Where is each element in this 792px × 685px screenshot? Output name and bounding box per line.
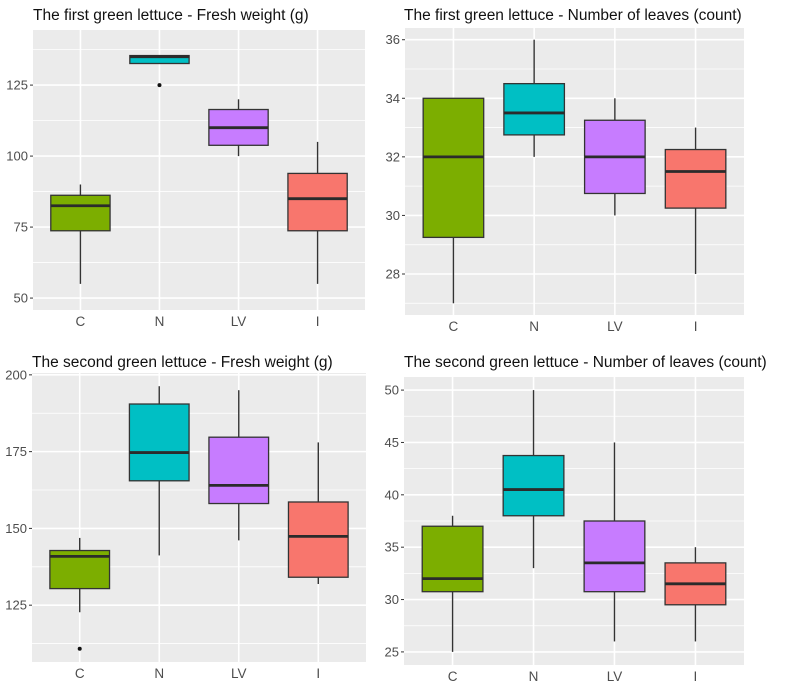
- panel-1-y-tick-label: 50: [14, 291, 28, 306]
- panel-4-box-N: [502, 454, 565, 517]
- panel-1-y-tick-label: 125: [6, 78, 28, 93]
- panel-3-outlier-C: [77, 646, 82, 651]
- panel-3-x-tick-label-N: N: [154, 666, 164, 681]
- panel-2-y-tick-label: 34: [386, 91, 400, 106]
- panel-1-plot-background: [33, 30, 365, 310]
- panel-2-box-I: [664, 148, 727, 209]
- panel-1-x-tick-label-LV: LV: [231, 314, 247, 329]
- panel-4-y-tick-label: 35: [385, 540, 399, 555]
- panel-3-y-tick-label: 150: [5, 521, 27, 536]
- panel-2-y-tick-label: 30: [386, 208, 400, 223]
- panel-4-x-tick-label-N: N: [529, 669, 539, 684]
- panel-4-x-tick-label-I: I: [694, 669, 698, 684]
- panel-1-outlier-N: [157, 83, 162, 88]
- panel-1-x-tick-label-C: C: [76, 314, 86, 329]
- panel-4-box-LV: [583, 520, 646, 593]
- panel-4-y-tick-label: 45: [385, 435, 399, 450]
- panel-4-y-tick-label: 25: [385, 644, 399, 659]
- panel-2-y-tick-label: 36: [386, 32, 400, 47]
- panel-3-box-N: [128, 403, 190, 482]
- panel-1-title: The first green lettuce - Fresh weight (…: [33, 7, 309, 24]
- panel-3-box-I: [287, 501, 349, 578]
- panel-1-x-tick-label-I: I: [316, 314, 320, 329]
- panel-3-y-tick-label: 125: [5, 598, 27, 613]
- panel-1-box-C: [50, 194, 111, 232]
- panel-2-x-tick-label-N: N: [529, 319, 539, 334]
- panel-4-box-C: [421, 525, 484, 593]
- panel-2-y-tick-label: 32: [386, 149, 400, 164]
- panel-1-x-tick-label-N: N: [155, 314, 165, 329]
- panel-4-y-tick-label: 30: [385, 592, 399, 607]
- panel-2-box-C: [422, 97, 485, 239]
- panel-3-title: The second green lettuce - Fresh weight …: [32, 354, 333, 371]
- panel-4-title: The second green lettuce - Number of lea…: [404, 354, 767, 371]
- panel-3-x-tick-label-I: I: [316, 666, 320, 681]
- panel-2-x-tick-label-LV: LV: [607, 319, 623, 334]
- panel-1-y-tick-label: 100: [6, 149, 28, 164]
- panel-4-y-tick-label: 40: [385, 487, 399, 502]
- panel-3-box-LV: [208, 436, 270, 505]
- panel-3-y-tick-label: 200: [5, 367, 27, 382]
- panel-3-y-tick-label: 175: [5, 444, 27, 459]
- panel-4-x-tick-label-C: C: [448, 669, 458, 684]
- panel-2-box-N: [503, 82, 566, 136]
- panel-1-y-tick-label: 75: [14, 220, 28, 235]
- panel-3-x-tick-label-C: C: [75, 666, 85, 681]
- panel-4-x-tick-label-LV: LV: [607, 669, 623, 684]
- panel-3-x-tick-label-LV: LV: [231, 666, 247, 681]
- panel-4-y-tick-label: 50: [385, 383, 399, 398]
- panel-2-x-tick-label-I: I: [694, 319, 698, 334]
- panel-2-title: The first green lettuce - Number of leav…: [404, 7, 742, 24]
- panel-2-y-tick-label: 28: [386, 267, 400, 282]
- panel-2-x-tick-label-C: C: [449, 319, 459, 334]
- panel-1-box-I: [287, 172, 348, 232]
